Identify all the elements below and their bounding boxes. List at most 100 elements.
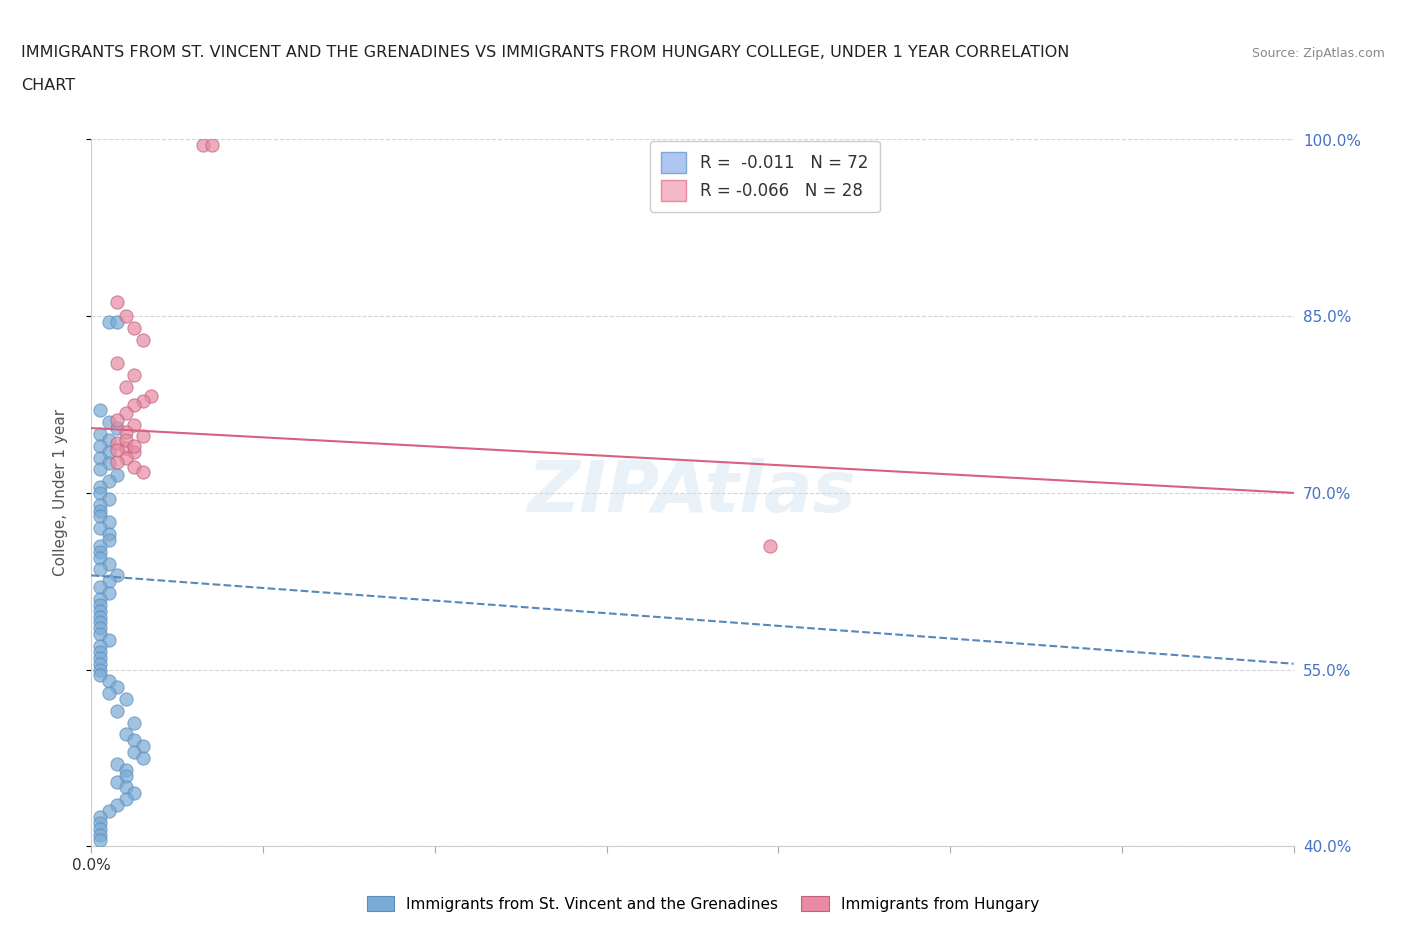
Point [89, 480, 111, 495]
Point [97, 586, 120, 601]
Point [124, 445, 146, 459]
Point [89, 591, 111, 606]
Point [124, 321, 146, 336]
Point [97, 556, 120, 571]
Point [105, 436, 128, 451]
Point [105, 455, 128, 470]
Point [89, 604, 111, 618]
Point [89, 809, 111, 824]
Point [89, 668, 111, 683]
Point [114, 405, 136, 420]
Point [89, 833, 111, 848]
Point [132, 429, 155, 444]
Point [124, 715, 146, 730]
Point [97, 526, 120, 541]
Point [141, 389, 163, 404]
Point [191, 138, 214, 153]
Point [114, 768, 136, 783]
Point [114, 309, 136, 324]
Point [89, 597, 111, 612]
Point [89, 450, 111, 465]
Legend: Immigrants from St. Vincent and the Grenadines, Immigrants from Hungary: Immigrants from St. Vincent and the Gren… [360, 889, 1046, 918]
Point [89, 621, 111, 636]
Point [89, 609, 111, 624]
Point [97, 314, 120, 329]
Point [105, 468, 128, 483]
Text: IMMIGRANTS FROM ST. VINCENT AND THE GRENADINES VS IMMIGRANTS FROM HUNGARY COLLEG: IMMIGRANTS FROM ST. VINCENT AND THE GREN… [21, 46, 1070, 60]
Point [89, 662, 111, 677]
Point [97, 685, 120, 700]
Point [114, 441, 136, 456]
Point [105, 420, 128, 435]
Point [105, 295, 128, 310]
Point [758, 538, 780, 553]
Point [97, 632, 120, 647]
Point [89, 503, 111, 518]
Point [114, 791, 136, 806]
Point [89, 579, 111, 594]
Point [97, 473, 120, 488]
Point [105, 568, 128, 583]
Point [105, 703, 128, 718]
Y-axis label: College, Under 1 year: College, Under 1 year [53, 409, 67, 577]
Point [97, 415, 120, 430]
Point [89, 644, 111, 659]
Point [89, 427, 111, 442]
Point [105, 774, 128, 789]
Point [89, 509, 111, 524]
Point [89, 498, 111, 512]
Point [97, 456, 120, 471]
Point [132, 393, 155, 408]
Point [200, 138, 222, 153]
Point [114, 780, 136, 795]
Point [89, 657, 111, 671]
Point [132, 738, 155, 753]
Point [89, 462, 111, 477]
Point [89, 403, 111, 418]
Point [89, 485, 111, 500]
Point [114, 692, 136, 707]
Point [114, 450, 136, 465]
Point [114, 727, 136, 742]
Point [89, 551, 111, 565]
Point [97, 515, 120, 530]
Point [89, 639, 111, 654]
Legend: R =  -0.011   N = 72, R = -0.066   N = 28: R = -0.011 N = 72, R = -0.066 N = 28 [650, 140, 880, 212]
Point [124, 438, 146, 453]
Point [114, 432, 136, 447]
Point [97, 804, 120, 818]
Point [105, 756, 128, 771]
Point [124, 459, 146, 474]
Point [124, 397, 146, 412]
Point [124, 786, 146, 801]
Point [97, 533, 120, 548]
Point [105, 680, 128, 695]
Point [124, 733, 146, 748]
Point [105, 412, 128, 427]
Point [89, 627, 111, 642]
Point [114, 379, 136, 394]
Point [105, 798, 128, 813]
Text: CHART: CHART [21, 78, 75, 93]
Text: Source: ZipAtlas.com: Source: ZipAtlas.com [1251, 47, 1385, 60]
Point [114, 424, 136, 439]
Point [97, 491, 120, 506]
Point [89, 438, 111, 453]
Point [89, 562, 111, 577]
Text: ZIPAtlas: ZIPAtlas [529, 458, 856, 527]
Point [124, 367, 146, 382]
Point [89, 816, 111, 830]
Point [89, 615, 111, 630]
Point [132, 332, 155, 347]
Point [89, 650, 111, 665]
Point [89, 538, 111, 553]
Point [97, 445, 120, 459]
Point [124, 418, 146, 432]
Point [132, 464, 155, 479]
Point [105, 356, 128, 371]
Point [105, 314, 128, 329]
Point [97, 574, 120, 589]
Point [97, 674, 120, 689]
Point [89, 521, 111, 536]
Point [105, 443, 128, 458]
